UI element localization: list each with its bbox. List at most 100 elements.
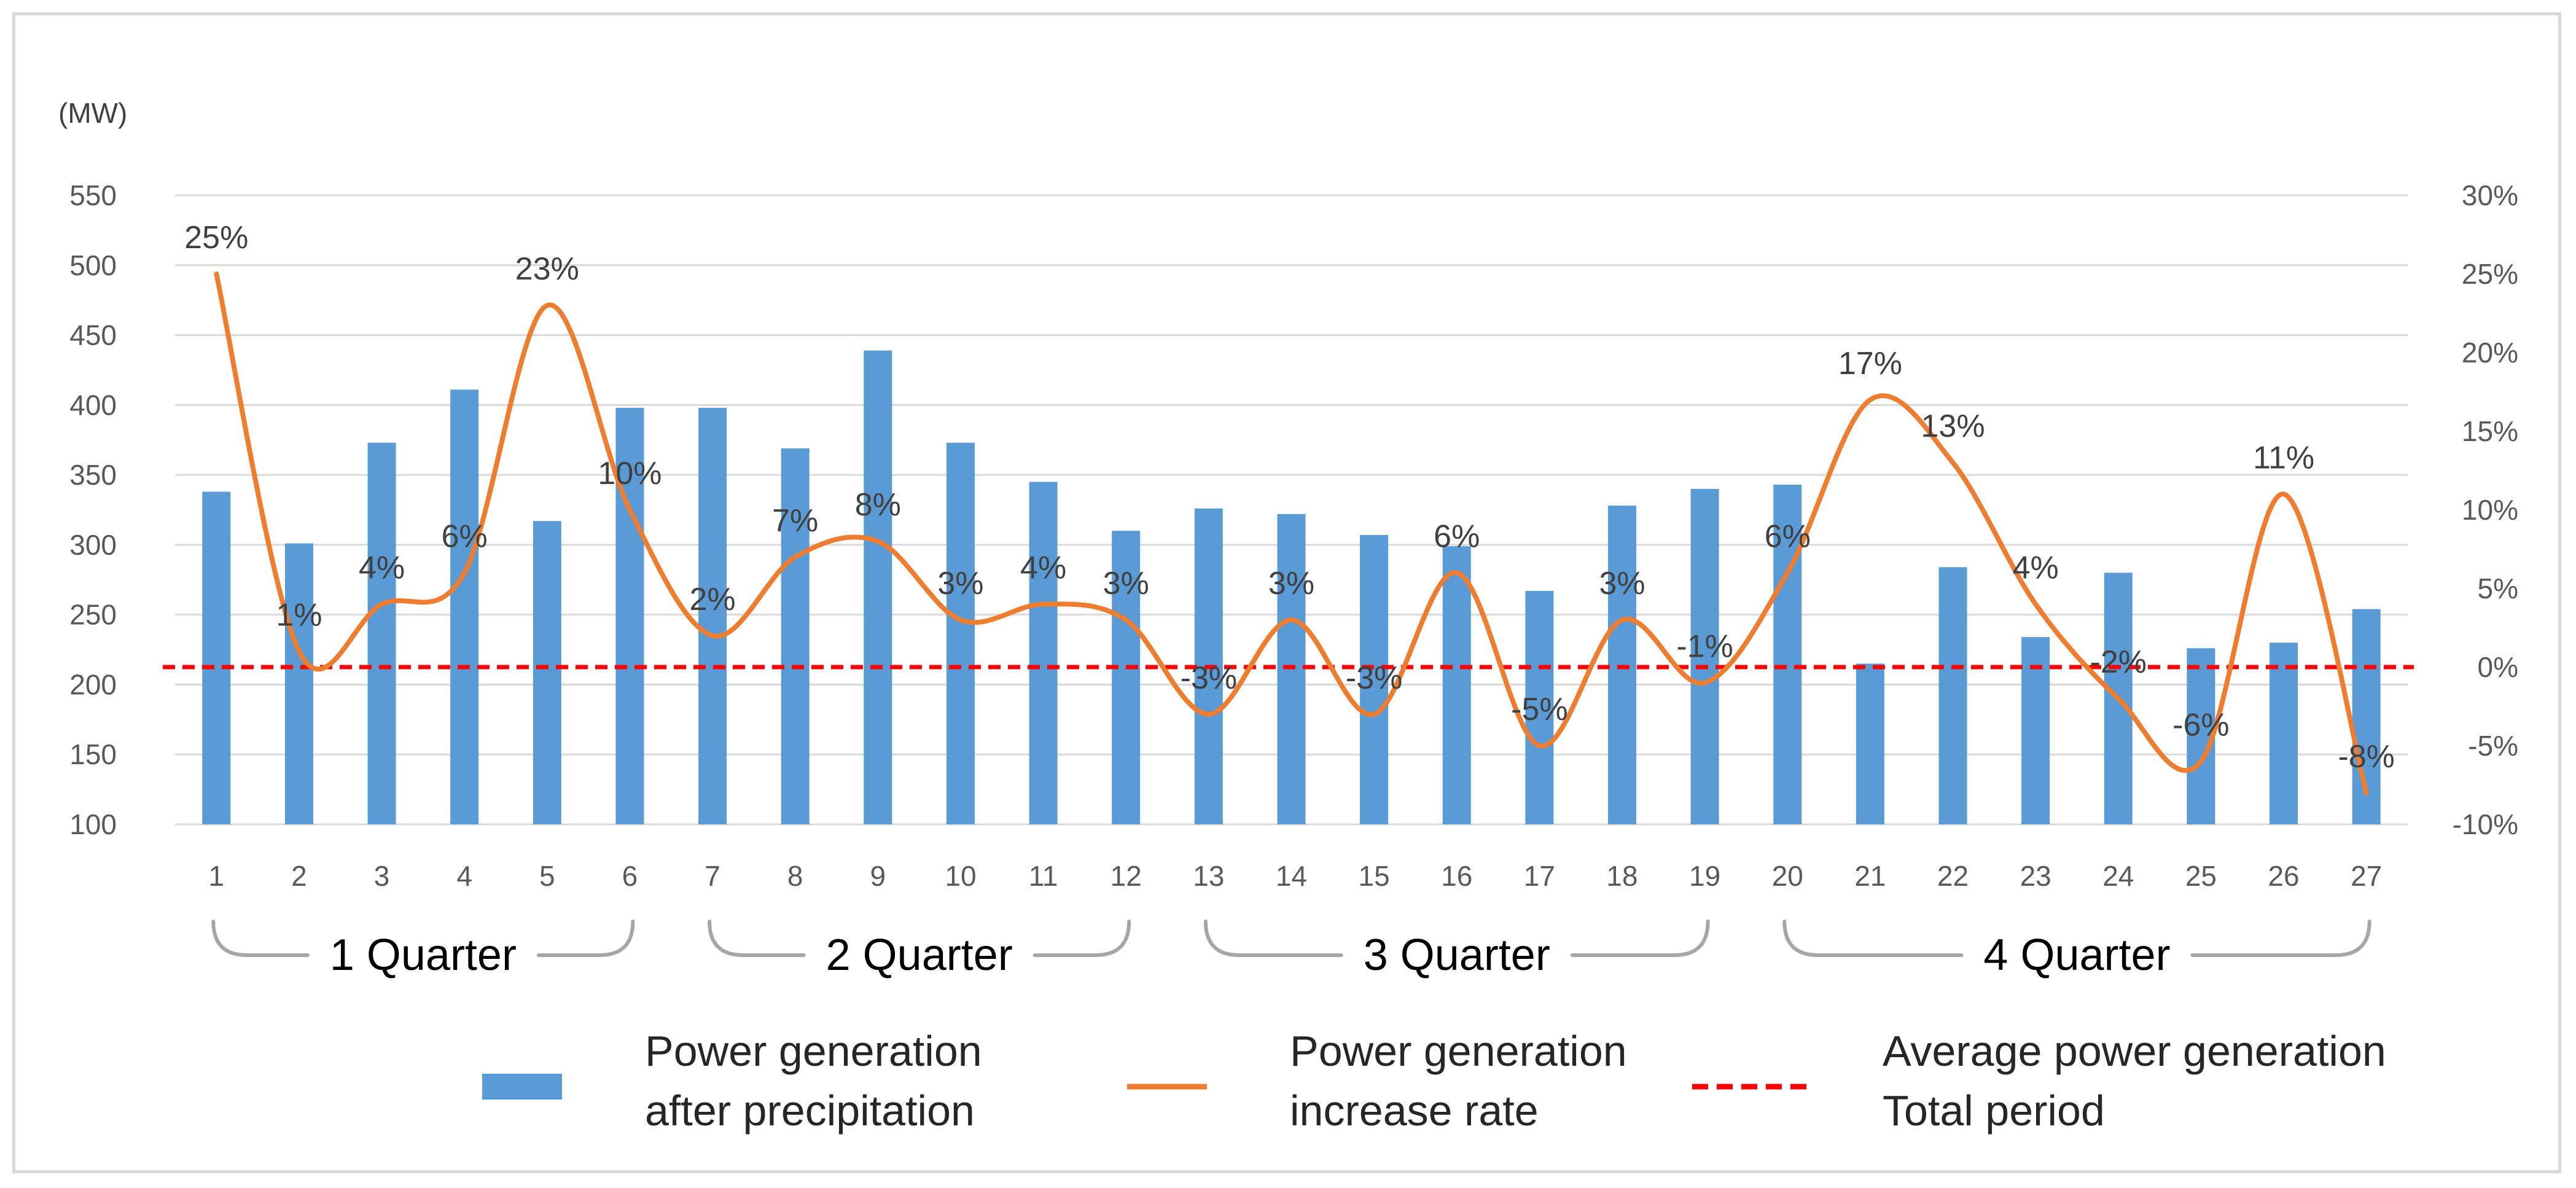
- bar: [202, 491, 231, 824]
- x-tick-label: 27: [2351, 860, 2382, 892]
- x-tick-label: 10: [945, 860, 976, 892]
- x-tick-label: 23: [2020, 860, 2051, 892]
- x-tick-label: 13: [1193, 860, 1224, 892]
- legend-label-line1: Average power generation: [1883, 1027, 2386, 1075]
- rate-data-label: 17%: [1838, 346, 1902, 381]
- y-right-tick-label: 10%: [2462, 494, 2518, 526]
- bar: [1029, 482, 1058, 824]
- y-right-tick-label: 0%: [2478, 651, 2518, 683]
- y-axis-right: 30% 25% 20% 15% 10% 5% 0% -5% -10%: [2453, 179, 2518, 840]
- x-tick-label: 4: [456, 860, 472, 892]
- rate-data-label: 2%: [690, 582, 736, 617]
- bar: [1442, 546, 1471, 824]
- x-tick-label: 8: [787, 860, 803, 892]
- rate-data-label: 6%: [1765, 518, 1811, 554]
- x-tick-label: 14: [1276, 860, 1307, 892]
- bar: [1360, 534, 1389, 824]
- y-right-tick-label: 5%: [2478, 573, 2518, 604]
- rate-data-label: -2%: [2090, 644, 2147, 680]
- rate-data-label: 3%: [937, 566, 983, 601]
- quarter-label: 1 Quarter: [330, 931, 517, 980]
- legend-label-line2: Total period: [1883, 1087, 2105, 1135]
- legend-label-line1: Power generation: [1290, 1027, 1627, 1075]
- rate-line-series: [214, 272, 2369, 795]
- rate-data-label: -3%: [1346, 660, 1402, 696]
- bar-series: [202, 350, 2381, 824]
- x-tick-label: 12: [1110, 860, 1142, 892]
- y-left-tick-label: 150: [69, 738, 117, 770]
- bar: [284, 543, 313, 824]
- bar: [864, 350, 892, 824]
- x-tick-label: 6: [622, 860, 638, 892]
- bar: [1856, 663, 1884, 824]
- rate-data-label: 13%: [1921, 408, 1985, 444]
- bar: [1525, 590, 1554, 824]
- rate-data-label: 3%: [1103, 566, 1149, 601]
- rate-data-label: 25%: [184, 220, 248, 256]
- rate-data-label: -6%: [2172, 708, 2229, 743]
- x-tick-label: 21: [1854, 860, 1886, 892]
- quarter-bracket: [211, 920, 635, 957]
- quarter-label: 2 Quarter: [826, 931, 1013, 980]
- y-right-tick-label: -10%: [2453, 808, 2518, 840]
- y-left-tick-label: 450: [69, 319, 117, 351]
- y-left-tick-label: 300: [69, 529, 117, 561]
- bar: [781, 448, 810, 824]
- x-tick-label: 19: [1689, 860, 1720, 892]
- x-tick-label: 3: [374, 860, 390, 892]
- quarter-brackets: 1 Quarter 2 Quarter 3 Quarter 4 Quarter: [211, 920, 2371, 980]
- bar: [1690, 488, 1719, 824]
- rate-line: [214, 272, 2369, 795]
- x-tick-label: 15: [1359, 860, 1390, 892]
- bar: [1773, 485, 1802, 824]
- quarter-bracket: [1203, 920, 1710, 957]
- legend-label-line2: after precipitation: [645, 1087, 975, 1135]
- x-tick-label: 11: [1029, 860, 1058, 892]
- legend-swatch: [482, 1074, 562, 1100]
- bar: [2270, 643, 2298, 824]
- rate-data-label: 4%: [1020, 550, 1066, 586]
- data-labels: 25% 1% 4% 6% 23% 10% 2% 7% 8% 3% 4% 3% -3% 3% -3% 6% -5%…: [184, 220, 2395, 775]
- x-tick-label: 26: [2268, 860, 2299, 892]
- y-right-tick-label: 20%: [2462, 337, 2518, 369]
- y-right-tick-label: 25%: [2462, 258, 2518, 290]
- legend-label-line2: increase rate: [1290, 1087, 1539, 1135]
- y-axis-left: 550 500 450 400 350 300 250 200 150 100: [69, 179, 117, 840]
- bar: [450, 389, 479, 824]
- y-left-tick-label: 350: [69, 459, 117, 491]
- bar: [1938, 567, 1967, 824]
- rate-data-label: 1%: [276, 597, 322, 633]
- x-tick-label: 18: [1606, 860, 1637, 892]
- y-left-tick-label: 200: [69, 668, 117, 700]
- x-tick-label: 7: [704, 860, 720, 892]
- rate-data-label: 6%: [1434, 518, 1480, 554]
- bar: [1112, 531, 1141, 824]
- quarter-bracket: [1782, 920, 2371, 957]
- rate-data-label: -8%: [2338, 739, 2394, 775]
- rate-data-label: 7%: [772, 503, 818, 539]
- x-tick-label: 17: [1524, 860, 1555, 892]
- rate-data-label: 4%: [2013, 550, 2059, 586]
- y-right-tick-label: -5%: [2468, 730, 2518, 762]
- y-left-tick-label: 400: [69, 389, 117, 421]
- rate-data-label: 6%: [442, 518, 488, 554]
- rate-data-label: 4%: [359, 550, 405, 586]
- rate-data-label: 11%: [2253, 440, 2314, 475]
- quarter-label: 3 Quarter: [1364, 931, 1550, 980]
- bar: [367, 442, 396, 824]
- bar: [698, 407, 727, 824]
- x-tick-label: 25: [2185, 860, 2217, 892]
- x-tick-label: 5: [539, 860, 555, 892]
- quarter-bracket: [708, 920, 1131, 957]
- x-tick-label: 2: [291, 860, 307, 892]
- x-tick-label: 1: [209, 860, 225, 892]
- x-axis: 1 2 3 4 5 6 7 8 9 10 11 12 13 14 15 16 17 18 19 20 21 22 23 24 2…: [209, 860, 2383, 892]
- y-right-tick-label: 15%: [2462, 415, 2518, 447]
- rate-data-label: -3%: [1181, 660, 1237, 696]
- y-left-tick-label: 100: [69, 808, 117, 840]
- y-axis-unit: (MW): [58, 97, 127, 129]
- y-left-tick-label: 550: [69, 179, 117, 211]
- x-tick-label: 24: [2102, 860, 2134, 892]
- y-left-tick-label: 250: [69, 599, 117, 631]
